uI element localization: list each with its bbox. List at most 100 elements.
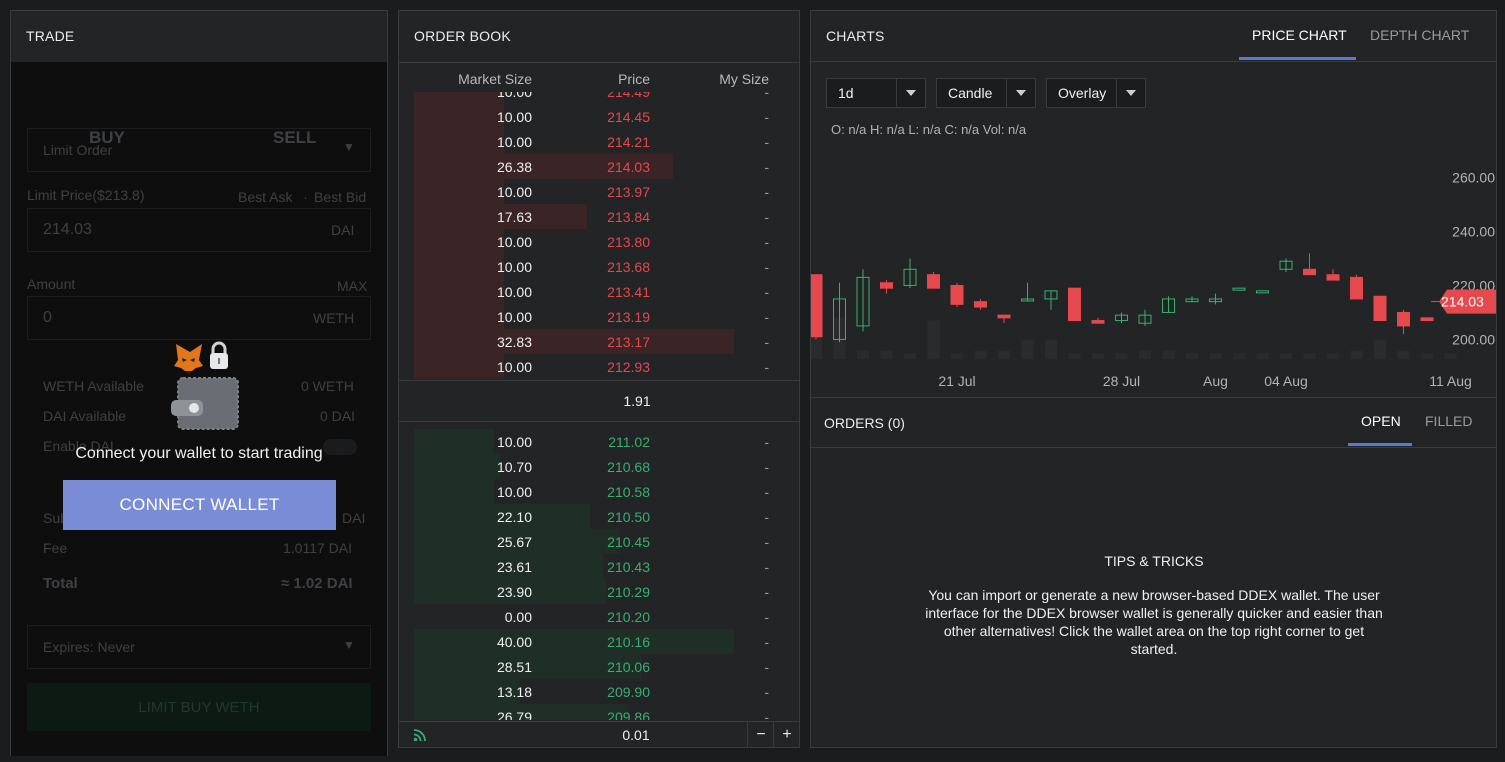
tab-price-chart[interactable]: PRICE CHART <box>1252 27 1347 43</box>
best-bid-link[interactable]: Best Bid <box>314 189 367 205</box>
sell-tab[interactable]: SELL <box>273 128 317 147</box>
aggregation-increase-button[interactable]: + <box>773 722 800 748</box>
order-type-select[interactable] <box>27 128 371 172</box>
connect-wallet-button[interactable]: CONNECT WALLET <box>63 480 336 530</box>
ask-row[interactable]: 10.00 213.41 - <box>399 279 799 304</box>
ask-row[interactable]: 10.00 213.19 - <box>399 304 799 329</box>
ask-my-size: - <box>764 134 769 150</box>
chevron-down-icon <box>896 79 925 107</box>
bid-size: 0.00 <box>504 609 532 625</box>
bid-row[interactable]: 10.70 210.68 - <box>399 454 799 479</box>
ask-price: 213.84 <box>607 209 650 225</box>
bid-row[interactable]: 13.18 209.90 - <box>399 679 799 704</box>
bid-row[interactable]: 0.00 210.20 - <box>399 604 799 629</box>
trade-form-dimmed: BUY SELL Limit Order ▼ Limit Price($213.… <box>11 62 387 756</box>
aggregation-decrease-button[interactable]: − <box>747 722 774 748</box>
chart-type-select[interactable]: Candle <box>936 78 1036 108</box>
ask-my-size: - <box>764 334 769 350</box>
ask-price: 213.68 <box>607 259 650 275</box>
bid-my-size: - <box>764 459 769 475</box>
ask-row[interactable]: 10.00 214.21 - <box>399 129 799 154</box>
candle-down <box>1068 287 1081 322</box>
ask-row[interactable]: 10.00 213.80 - <box>399 229 799 254</box>
bid-depth-bar <box>414 479 494 504</box>
bid-row[interactable]: 28.51 210.06 - <box>399 654 799 679</box>
charts-panel: CHARTS PRICE CHART DEPTH CHART 1d Candle… <box>810 10 1497 748</box>
aggregation-value: 0.01 <box>622 727 650 743</box>
bid-my-size: - <box>764 709 769 720</box>
ask-my-size: - <box>764 209 769 225</box>
bid-row[interactable]: 23.61 210.43 - <box>399 554 799 579</box>
bid-depth-bar <box>414 629 734 654</box>
price-chart[interactable]: 260.00 240.00 220.00 200.00 21 Jul 28 Jul Aug 0… <box>811 156 1496 394</box>
limit-price-input[interactable] <box>27 208 371 252</box>
bid-depth-bar <box>414 454 500 479</box>
bid-row[interactable]: 10.00 210.58 - <box>399 479 799 504</box>
candle-down <box>950 284 964 305</box>
ask-row[interactable]: 17.63 213.84 - <box>399 204 799 229</box>
interval-select[interactable]: 1d <box>826 78 926 108</box>
buy-tab[interactable]: BUY <box>89 128 125 147</box>
ask-row[interactable]: 10.00 212.93 - <box>399 354 799 379</box>
candle-up <box>1115 314 1128 322</box>
max-button[interactable]: MAX <box>337 278 368 294</box>
ask-price: 214.21 <box>607 134 650 150</box>
bid-row[interactable]: 23.90 210.29 - <box>399 579 799 604</box>
limit-buy-label: LIMIT BUY WETH <box>138 699 260 716</box>
ask-row[interactable]: 10.00 214.49 - <box>399 92 799 104</box>
bid-row[interactable]: 26.79 209.86 - <box>399 704 799 720</box>
volume-bar <box>927 320 940 359</box>
enable-dai-toggle[interactable] <box>323 439 357 455</box>
bid-size: 23.61 <box>496 559 532 575</box>
tab-depth-chart[interactable]: DEPTH CHART <box>1370 27 1470 43</box>
tab-filled-orders[interactable]: FILLED <box>1425 413 1473 429</box>
volume-bar <box>1162 350 1175 359</box>
candle-up <box>1044 290 1058 300</box>
spread-value: 1.91 <box>623 393 651 409</box>
bid-row[interactable]: 25.67 210.45 - <box>399 529 799 554</box>
ask-size: 10.00 <box>496 234 532 250</box>
ask-row[interactable]: 10.00 213.68 - <box>399 254 799 279</box>
divider <box>811 61 1496 62</box>
amount-input[interactable] <box>27 296 371 340</box>
ask-depth-bar <box>414 154 673 179</box>
bid-price: 210.43 <box>607 559 650 575</box>
candle-up <box>1256 290 1269 294</box>
volume-bar <box>1280 353 1292 359</box>
volume-bar <box>1397 350 1410 359</box>
ask-row[interactable]: 26.38 214.03 - <box>399 154 799 179</box>
limit-buy-button[interactable] <box>27 683 371 731</box>
ask-size: 10.00 <box>496 309 532 325</box>
volume-bar <box>1444 353 1457 359</box>
ask-row[interactable]: 10.00 214.45 - <box>399 104 799 129</box>
overlay-value: Overlay <box>1058 85 1107 101</box>
ask-my-size: - <box>764 92 769 100</box>
bid-price: 210.20 <box>607 609 650 625</box>
ask-price: 214.49 <box>607 92 650 100</box>
chevron-down-icon: ▼ <box>343 638 355 652</box>
spread-row: 1.91 <box>399 380 799 422</box>
bid-row[interactable]: 40.00 210.16 - <box>399 629 799 654</box>
bid-row[interactable]: 10.00 211.02 - <box>399 429 799 454</box>
ask-row[interactable]: 10.00 213.97 - <box>399 179 799 204</box>
volume-bar <box>1350 350 1363 359</box>
bid-row[interactable]: 22.10 210.50 - <box>399 504 799 529</box>
volume-bar <box>1256 353 1269 359</box>
bid-size: 23.90 <box>496 584 532 600</box>
active-tab-indicator <box>1239 57 1356 60</box>
bid-size: 26.79 <box>496 709 532 720</box>
order-type-value: Limit Order <box>43 142 113 158</box>
bid-depth-bar <box>414 654 641 679</box>
tab-open-orders[interactable]: OPEN <box>1361 413 1401 429</box>
best-ask-link[interactable]: Best Ask <box>238 189 293 205</box>
y-tick-label: 200.00 <box>1452 331 1495 347</box>
candle-up <box>1209 298 1222 303</box>
ask-row[interactable]: 32.83 213.17 - <box>399 329 799 354</box>
bid-my-size: - <box>764 659 769 675</box>
bid-price: 210.58 <box>607 484 650 500</box>
bid-size: 10.00 <box>496 484 532 500</box>
expires-select[interactable] <box>27 625 371 669</box>
y-tick-label: 240.00 <box>1452 224 1495 240</box>
overlay-select[interactable]: Overlay <box>1046 78 1146 108</box>
volume-bar <box>1115 353 1128 359</box>
